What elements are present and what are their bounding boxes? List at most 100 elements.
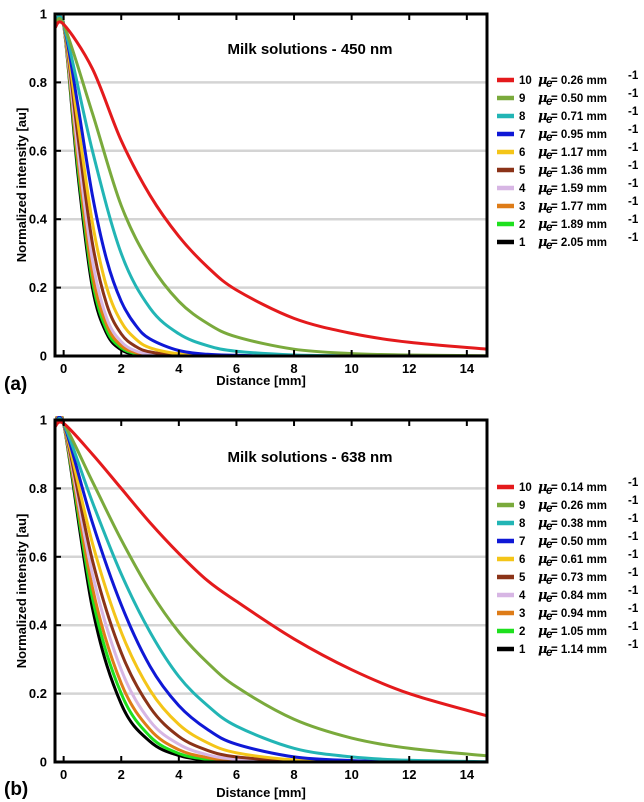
legend-unit-superscript: -1 — [628, 549, 639, 561]
x-tick-label: 14 — [460, 767, 475, 782]
legend-mu-symbol: μ — [538, 145, 548, 160]
legend-series-number: 7 — [519, 129, 525, 141]
series-line-1 — [55, 12, 487, 356]
legend-entry: 5 μe = 0.73 mm -1 — [497, 567, 639, 587]
legend-entry: 2 μe = 1.89 mm -1 — [497, 214, 639, 234]
x-axis-label: Distance [mm] — [216, 373, 306, 388]
x-tick-label: 4 — [175, 361, 183, 376]
series-line-10 — [55, 420, 487, 718]
legend-unit-superscript: -1 — [628, 639, 639, 651]
legend-mu-symbol: μ — [538, 235, 548, 250]
legend-mu-subscript: e — [546, 503, 553, 515]
legend-unit-superscript: -1 — [628, 178, 639, 190]
legend-mu-symbol: μ — [538, 588, 548, 603]
legend-entry: 4 μe = 1.59 mm -1 — [497, 178, 639, 198]
y-tick-label: 0.2 — [29, 686, 47, 701]
legend-value: = 0.26 mm — [551, 500, 607, 512]
series-line-5 — [55, 416, 487, 762]
series-line-3 — [55, 416, 487, 762]
legend-mu-subscript: e — [546, 647, 553, 659]
legend-mu-symbol: μ — [538, 624, 548, 639]
y-tick-label: 0.6 — [29, 143, 47, 158]
series-line-7 — [55, 17, 487, 356]
y-axis-label: Normalized intensity [au] — [14, 514, 29, 669]
legend-unit-superscript: -1 — [628, 567, 639, 579]
legend-unit-superscript: -1 — [628, 142, 639, 154]
legend-mu-symbol: μ — [538, 516, 548, 531]
legend-series-number: 4 — [519, 590, 526, 602]
legend-mu-subscript: e — [546, 521, 553, 533]
legend-unit-superscript: -1 — [628, 621, 639, 633]
legend-unit-superscript: -1 — [628, 232, 639, 244]
series-line-9 — [55, 17, 487, 356]
legend-series-number: 3 — [519, 201, 525, 213]
legend-value: = 1.36 mm — [551, 165, 607, 177]
legend-value: = 0.50 mm — [551, 93, 607, 105]
legend-unit-superscript: -1 — [628, 214, 639, 226]
legend-mu-symbol: μ — [538, 217, 548, 232]
legend-mu-symbol: μ — [538, 199, 548, 214]
legend-mu-symbol: μ — [538, 73, 548, 88]
legend-mu-subscript: e — [546, 485, 553, 497]
legend-value: = 1.59 mm — [551, 183, 607, 195]
legend-mu-symbol: μ — [538, 91, 548, 106]
chart-title: Milk solutions - 638 nm — [227, 449, 392, 466]
legend-entry: 8 μe = 0.38 mm -1 — [497, 513, 639, 533]
legend-unit-superscript: -1 — [628, 531, 639, 543]
legend-series-number: 6 — [519, 554, 525, 566]
series-line-6 — [55, 416, 487, 762]
x-tick-label: 8 — [290, 361, 297, 376]
legend-value: = 1.17 mm — [551, 147, 607, 159]
legend-mu-subscript: e — [546, 575, 553, 587]
legend-mu-symbol: μ — [538, 109, 548, 124]
legend-series-number: 6 — [519, 147, 525, 159]
y-tick-label: 1 — [40, 413, 47, 428]
legend-value: = 2.05 mm — [551, 237, 607, 249]
legend-value: = 0.61 mm — [551, 554, 607, 566]
legend-unit-superscript: -1 — [628, 70, 639, 82]
legend-mu-subscript: e — [546, 114, 553, 126]
legend-series-number: 10 — [519, 75, 532, 87]
y-tick-label: 0 — [40, 755, 47, 770]
legend-value: = 1.14 mm — [551, 644, 607, 656]
legend-series-number: 10 — [519, 482, 532, 494]
legend-entry: 6 μe = 0.61 mm -1 — [497, 549, 639, 569]
legend-series-number: 9 — [519, 500, 525, 512]
series-line-9 — [55, 418, 487, 758]
legend-unit-superscript: -1 — [628, 124, 639, 136]
series-line-10 — [55, 20, 487, 351]
y-tick-label: 0 — [40, 349, 47, 364]
legend-mu-subscript: e — [546, 168, 553, 180]
legend-unit-superscript: -1 — [628, 495, 639, 507]
legend-series-number: 7 — [519, 536, 525, 548]
legend-entry: 7 μe = 0.95 mm -1 — [497, 124, 639, 144]
legend-entry: 9 μe = 0.50 mm -1 — [497, 88, 639, 108]
legend-value: = 1.05 mm — [551, 626, 607, 638]
legend-mu-symbol: μ — [538, 127, 548, 142]
legend-unit-superscript: -1 — [628, 106, 639, 118]
legend-unit-superscript: -1 — [628, 160, 639, 172]
x-axis-label: Distance [mm] — [216, 785, 306, 800]
legend-mu-subscript: e — [546, 186, 553, 198]
series-line-4 — [55, 14, 487, 356]
legend-value: = 0.95 mm — [551, 129, 607, 141]
legend-entry: 6 μe = 1.17 mm -1 — [497, 142, 639, 162]
legend-mu-symbol: μ — [538, 181, 548, 196]
legend-series-number: 8 — [519, 111, 526, 123]
y-tick-label: 0.4 — [29, 212, 48, 227]
x-tick-label: 10 — [344, 767, 358, 782]
legend-mu-subscript: e — [546, 204, 553, 216]
legend-entry: 10 μe = 0.26 mm -1 — [497, 70, 639, 90]
legend-entry: 8 μe = 0.71 mm -1 — [497, 106, 639, 126]
legend-value: = 0.84 mm — [551, 590, 607, 602]
legend-entry: 2 μe = 1.05 mm -1 — [497, 621, 639, 641]
y-tick-label: 0.2 — [29, 280, 47, 295]
y-tick-label: 0.6 — [29, 549, 47, 564]
series-line-8 — [55, 14, 487, 356]
legend-mu-symbol: μ — [538, 534, 548, 549]
panel-label: (b) — [4, 779, 28, 800]
x-tick-label: 10 — [344, 361, 358, 376]
legend-mu-subscript: e — [546, 557, 553, 569]
x-tick-label: 6 — [233, 361, 240, 376]
